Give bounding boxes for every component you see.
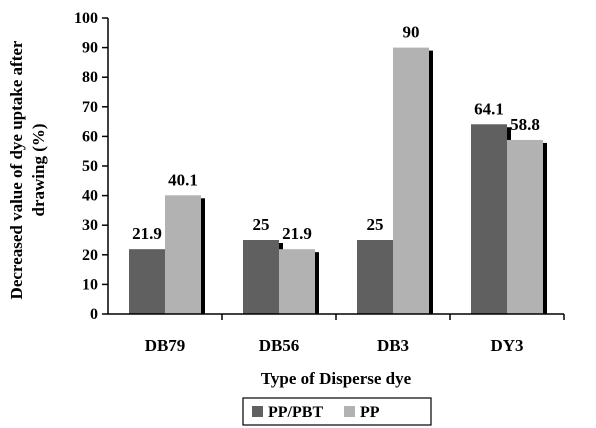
y-axis-ticks: 0 10 20 30 40 50 60 70 80 90 100 xyxy=(74,10,108,323)
data-label: 25 xyxy=(253,215,270,234)
x-axis-category-labels: DB79 DB56 DB3 DY3 xyxy=(145,314,565,355)
legend-swatch xyxy=(252,406,263,417)
legend: PP/PBT PP xyxy=(242,397,432,426)
category-label: DB56 xyxy=(259,336,300,355)
data-label: 21.9 xyxy=(282,224,312,243)
y-tick-label: 60 xyxy=(82,128,98,145)
y-axis-title-line2: drawing (%) xyxy=(29,123,48,216)
bars xyxy=(129,47,547,314)
category-label: DY3 xyxy=(490,336,523,355)
y-tick-label: 40 xyxy=(82,188,98,205)
y-axis-title: Decreased value of dye uptake after draw… xyxy=(7,40,48,299)
y-tick-label: 100 xyxy=(74,10,98,27)
y-tick-label: 90 xyxy=(82,40,98,57)
y-tick-label: 10 xyxy=(82,276,98,293)
data-label: 40.1 xyxy=(168,170,198,189)
bar-pp-db56 xyxy=(279,249,315,314)
data-label: 90 xyxy=(403,23,420,42)
y-axis-title-line1: Decreased value of dye uptake after xyxy=(7,40,26,299)
bar-pp-pbt-db56 xyxy=(243,240,279,314)
bar-pp-db3 xyxy=(393,47,429,314)
category-label: DB79 xyxy=(145,336,186,355)
data-label: 21.9 xyxy=(132,224,162,243)
bar-shadow xyxy=(201,198,205,314)
bar-shadow xyxy=(315,252,319,314)
bar-shadow xyxy=(543,142,547,314)
y-tick-label: 30 xyxy=(82,217,98,234)
bar-shadow xyxy=(429,50,433,314)
y-tick-label: 0 xyxy=(90,306,98,323)
bar-pp-db79 xyxy=(165,195,201,314)
x-axis-title: Type of Disperse dye xyxy=(261,369,412,388)
bar-pp-pbt-db3 xyxy=(357,240,393,314)
bar-pp-pbt-dy3 xyxy=(471,124,507,314)
bar-pp-dy3 xyxy=(507,139,543,314)
y-tick-label: 50 xyxy=(82,158,98,175)
y-tick-label: 70 xyxy=(82,99,98,116)
y-tick-label: 20 xyxy=(82,247,98,264)
data-label: 64.1 xyxy=(474,99,504,118)
data-labels: 21.9 40.1 25 21.9 25 90 64.1 58.8 xyxy=(132,23,540,244)
legend-label: PP/PBT xyxy=(268,404,323,421)
y-tick-label: 80 xyxy=(82,69,98,86)
data-label: 25 xyxy=(367,215,384,234)
data-label: 58.8 xyxy=(510,115,540,134)
bar-pp-pbt-db79 xyxy=(129,249,165,314)
legend-swatch xyxy=(344,406,355,417)
category-label: DB3 xyxy=(377,336,409,355)
legend-label: PP xyxy=(360,404,380,421)
legend-box xyxy=(242,397,432,426)
